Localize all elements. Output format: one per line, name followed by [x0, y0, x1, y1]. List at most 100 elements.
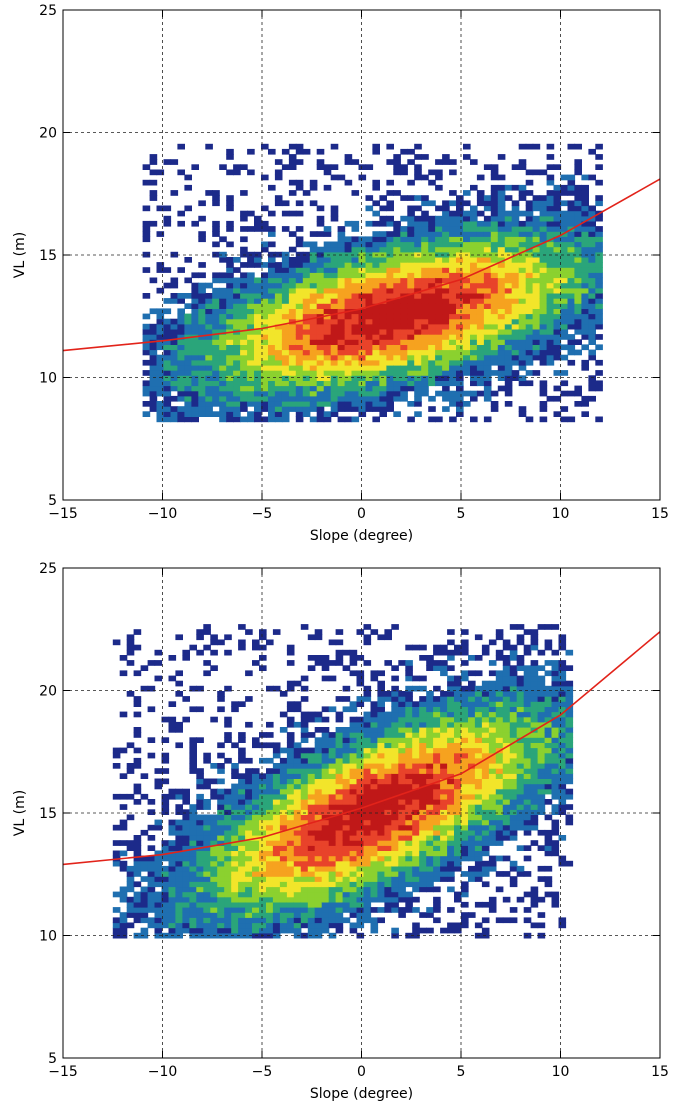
density-cell [157, 360, 165, 366]
density-cell [470, 283, 478, 289]
density-cell [574, 272, 582, 278]
density-cell [447, 763, 455, 769]
density-cell [336, 825, 344, 831]
density-cell [231, 845, 239, 851]
density-cell [217, 809, 225, 815]
density-cell [343, 820, 351, 826]
density-cell [331, 380, 339, 386]
density-cell [442, 200, 450, 206]
density-cell [384, 830, 392, 836]
density-cell [412, 861, 420, 867]
density-cell [338, 226, 346, 232]
density-cell [359, 288, 367, 294]
density-cell [456, 283, 464, 289]
density-cell [198, 360, 206, 366]
density-cell [266, 845, 274, 851]
density-cell [484, 334, 492, 340]
density-cell [310, 370, 318, 376]
density-cell [317, 278, 325, 284]
density-cell [171, 370, 179, 376]
density-cell [526, 314, 534, 320]
density-cell [352, 293, 360, 299]
density-cell [524, 629, 532, 635]
density-cell [414, 303, 422, 309]
density-cell [289, 350, 297, 356]
density-cell [336, 655, 344, 661]
density-cell [275, 339, 283, 345]
density-cell [489, 866, 497, 872]
density-cell [461, 881, 469, 887]
density-cell [377, 835, 385, 841]
density-cell [531, 696, 539, 702]
density-cell [449, 365, 457, 371]
density-cell [317, 319, 325, 325]
density-cell [581, 200, 589, 206]
density-cell [345, 375, 353, 381]
density-cell [391, 717, 399, 723]
density-cell [428, 329, 436, 335]
density-cell [219, 324, 227, 330]
density-cell [141, 866, 149, 872]
density-cell [226, 401, 234, 407]
density-cell [468, 681, 476, 687]
density-cell [433, 784, 441, 790]
density-cell [540, 308, 548, 314]
density-cell [210, 830, 218, 836]
density-cell [428, 308, 436, 314]
density-cell [254, 344, 262, 350]
density-cell [359, 396, 367, 402]
density-cell [526, 370, 534, 376]
density-cell [317, 283, 325, 289]
density-cell [475, 840, 483, 846]
density-cell [379, 242, 387, 248]
density-cell [477, 319, 485, 325]
density-cell [454, 681, 462, 687]
density-cell [433, 768, 441, 774]
density-cell [371, 917, 379, 923]
density-cell [289, 247, 297, 253]
density-cell [191, 283, 199, 289]
density-cell [384, 871, 392, 877]
density-cell [191, 272, 199, 278]
density-cell [371, 676, 379, 682]
density-cell [217, 923, 225, 929]
density-cell [470, 344, 478, 350]
density-cell [273, 784, 281, 790]
density-cell [189, 825, 197, 831]
density-cell [296, 293, 304, 299]
density-cell [282, 355, 290, 361]
density-cell [568, 350, 576, 356]
density-cell [203, 799, 211, 805]
density-cell [113, 640, 121, 646]
density-cell [338, 380, 346, 386]
density-cell [219, 360, 227, 366]
density-cell [324, 288, 332, 294]
density-cell [350, 768, 358, 774]
density-cell [296, 375, 304, 381]
density-cell [398, 737, 406, 743]
density-cell [377, 701, 385, 707]
density-cell [157, 206, 165, 212]
density-cell [171, 406, 179, 412]
density-cell [393, 334, 401, 340]
density-cell [182, 907, 190, 913]
density-cell [259, 809, 267, 815]
density-cell [268, 242, 276, 248]
density-cell [398, 912, 406, 918]
density-cell [435, 170, 443, 176]
density-cell [268, 308, 276, 314]
density-cell [391, 897, 399, 903]
density-cell [296, 211, 304, 217]
density-cell [454, 722, 462, 728]
density-cell [574, 319, 582, 325]
density-cell [254, 406, 262, 412]
density-cell [433, 830, 441, 836]
density-cell [268, 396, 276, 402]
density-cell [182, 928, 190, 934]
density-cell [134, 897, 142, 903]
density-cell [377, 830, 385, 836]
density-cell [475, 712, 483, 718]
density-cell [350, 851, 358, 857]
density-cell [440, 825, 448, 831]
density-cell [301, 753, 309, 759]
